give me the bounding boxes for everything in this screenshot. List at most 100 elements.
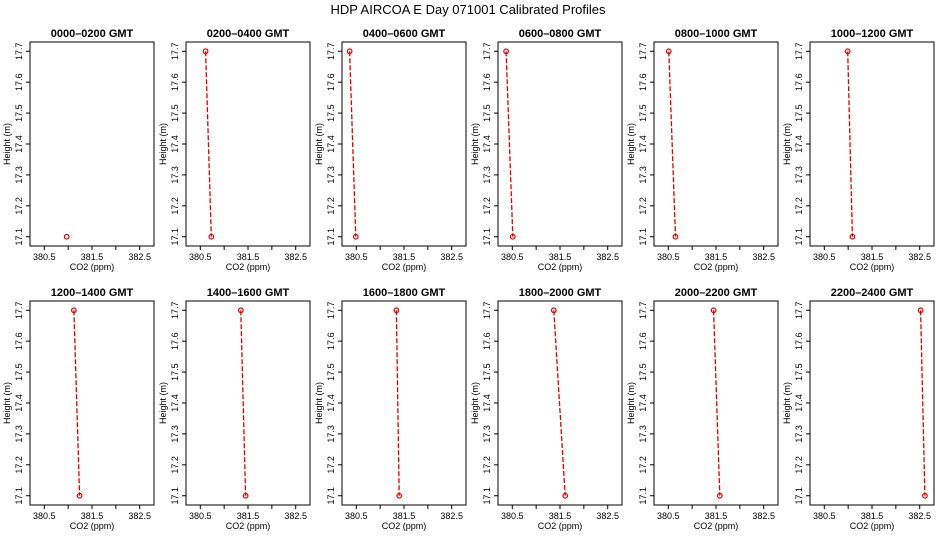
x-axis-label: CO2 (ppm) bbox=[850, 521, 895, 531]
data-point bbox=[922, 492, 928, 499]
series-line bbox=[240, 310, 247, 496]
y-tick-label: 17.2 bbox=[482, 456, 492, 474]
x-tick-label: 380.5 bbox=[33, 252, 56, 262]
x-tick-label: 380.5 bbox=[813, 252, 836, 262]
y-tick-label: 17.6 bbox=[14, 332, 24, 350]
y-tick-label: 17.4 bbox=[794, 135, 804, 153]
y-tick-label: 17.3 bbox=[794, 425, 804, 443]
plot-frame bbox=[341, 300, 467, 506]
series-line bbox=[395, 310, 400, 496]
x-tick-label: 380.5 bbox=[657, 511, 680, 521]
x-axis-label: CO2 (ppm) bbox=[694, 521, 739, 531]
x-tick-label: 381.5 bbox=[861, 511, 884, 521]
y-tick-label: 17.2 bbox=[14, 197, 24, 215]
x-tick-label: 381.5 bbox=[237, 252, 260, 262]
y-tick-label: 17.6 bbox=[638, 332, 648, 350]
y-tick-label: 17.1 bbox=[170, 228, 180, 246]
x-tick-label: 381.5 bbox=[861, 252, 884, 262]
y-tick-label: 17.2 bbox=[14, 456, 24, 474]
y-axis-label: Height (m) bbox=[314, 123, 324, 165]
profile-panel: 1000–1200 GMT 380.5 381.5 382.5 17.1 17.2 17.3… bbox=[782, 28, 935, 272]
y-tick-label: 17.4 bbox=[482, 135, 492, 153]
series-line bbox=[847, 51, 854, 237]
x-tick-label: 382.5 bbox=[752, 252, 775, 262]
y-tick-label: 17.5 bbox=[170, 363, 180, 381]
y-tick-label: 17.6 bbox=[326, 73, 336, 91]
y-tick-label: 17.3 bbox=[170, 425, 180, 443]
y-tick-label: 17.5 bbox=[794, 104, 804, 122]
y-tick-label: 17.4 bbox=[638, 394, 648, 412]
data-point bbox=[503, 48, 510, 55]
profile-panel: 2000–2200 GMT 380.5 381.5 382.5 17.1 17.2 17.3… bbox=[626, 287, 779, 531]
y-tick-label: 17.6 bbox=[794, 73, 804, 91]
y-axis-label: Height (m) bbox=[470, 123, 480, 165]
y-tick-label: 17.5 bbox=[14, 104, 24, 122]
y-tick-label: 17.1 bbox=[638, 487, 648, 505]
data-point bbox=[550, 307, 557, 314]
x-tick-label: 380.5 bbox=[501, 511, 524, 521]
y-tick-label: 17.4 bbox=[482, 394, 492, 412]
y-tick-label: 17.5 bbox=[326, 363, 336, 381]
y-tick-label: 17.5 bbox=[482, 363, 492, 381]
x-tick-label: 382.5 bbox=[440, 252, 463, 262]
y-tick-label: 17.3 bbox=[482, 425, 492, 443]
x-tick-label: 381.5 bbox=[705, 252, 728, 262]
x-tick-label: 381.5 bbox=[237, 511, 260, 521]
x-tick-label: 381.5 bbox=[81, 511, 104, 521]
x-tick-label: 382.5 bbox=[596, 252, 619, 262]
y-tick-label: 17.3 bbox=[326, 425, 336, 443]
y-tick-label: 17.6 bbox=[170, 73, 180, 91]
data-point bbox=[242, 492, 249, 499]
x-axis-label: CO2 (ppm) bbox=[226, 521, 271, 531]
y-tick-label: 17.3 bbox=[794, 166, 804, 184]
y-tick-label: 17.7 bbox=[170, 302, 180, 320]
plot-frame bbox=[653, 300, 779, 506]
panel-title: 0000–0200 GMT bbox=[51, 28, 134, 40]
y-tick-label: 17.6 bbox=[482, 73, 492, 91]
y-tick-label: 17.2 bbox=[794, 197, 804, 215]
y-tick-label: 17.2 bbox=[482, 197, 492, 215]
x-axis-label: CO2 (ppm) bbox=[538, 521, 583, 531]
x-tick-label: 381.5 bbox=[705, 511, 728, 521]
main-title: HDP AIRCOA E Day 071001 Calibrated Profi… bbox=[330, 2, 606, 17]
x-axis-label: CO2 (ppm) bbox=[226, 262, 271, 272]
x-tick-label: 380.5 bbox=[501, 252, 524, 262]
y-tick-label: 17.5 bbox=[326, 104, 336, 122]
panel-grid: 0000–0200 GMT 380.5 381.5 382.5 17.1 17.2 17.3… bbox=[2, 28, 935, 531]
plot-frame bbox=[497, 41, 623, 247]
y-tick-label: 17.2 bbox=[326, 456, 336, 474]
y-tick-label: 17.2 bbox=[638, 456, 648, 474]
x-axis-label: CO2 (ppm) bbox=[382, 262, 427, 272]
profile-panel: 1200–1400 GMT 380.5 381.5 382.5 17.1 17.2 17.3… bbox=[2, 287, 155, 531]
y-tick-label: 17.1 bbox=[170, 487, 180, 505]
panel-title: 1400–1600 GMT bbox=[207, 287, 290, 299]
data-point bbox=[716, 492, 723, 499]
data-point bbox=[237, 307, 244, 314]
series-line bbox=[505, 51, 514, 237]
y-axis-label: Height (m) bbox=[314, 382, 324, 424]
x-tick-label: 381.5 bbox=[81, 252, 104, 262]
y-tick-label: 17.7 bbox=[326, 302, 336, 320]
x-tick-label: 381.5 bbox=[393, 511, 416, 521]
series-line bbox=[73, 310, 81, 496]
x-axis-label: CO2 (ppm) bbox=[538, 262, 583, 272]
panel-title: 2200–2400 GMT bbox=[831, 287, 914, 299]
x-axis-label: CO2 (ppm) bbox=[382, 521, 427, 531]
x-axis-label: CO2 (ppm) bbox=[70, 521, 115, 531]
y-axis-label: Height (m) bbox=[158, 123, 168, 165]
y-tick-label: 17.1 bbox=[794, 487, 804, 505]
y-tick-label: 17.5 bbox=[794, 363, 804, 381]
x-tick-label: 382.5 bbox=[284, 252, 307, 262]
y-tick-label: 17.7 bbox=[638, 43, 648, 61]
data-point bbox=[76, 492, 83, 499]
data-point bbox=[710, 307, 717, 314]
y-tick-label: 17.7 bbox=[14, 43, 24, 61]
profile-panel: 0800–1000 GMT 380.5 381.5 382.5 17.1 17.2 17.3… bbox=[626, 28, 779, 272]
y-tick-label: 17.1 bbox=[638, 228, 648, 246]
y-tick-label: 17.4 bbox=[326, 394, 336, 412]
x-axis-label: CO2 (ppm) bbox=[694, 262, 739, 272]
panel-title: 0400–0600 GMT bbox=[363, 28, 446, 40]
y-tick-label: 17.7 bbox=[482, 43, 492, 61]
panel-title: 1000–1200 GMT bbox=[831, 28, 914, 40]
